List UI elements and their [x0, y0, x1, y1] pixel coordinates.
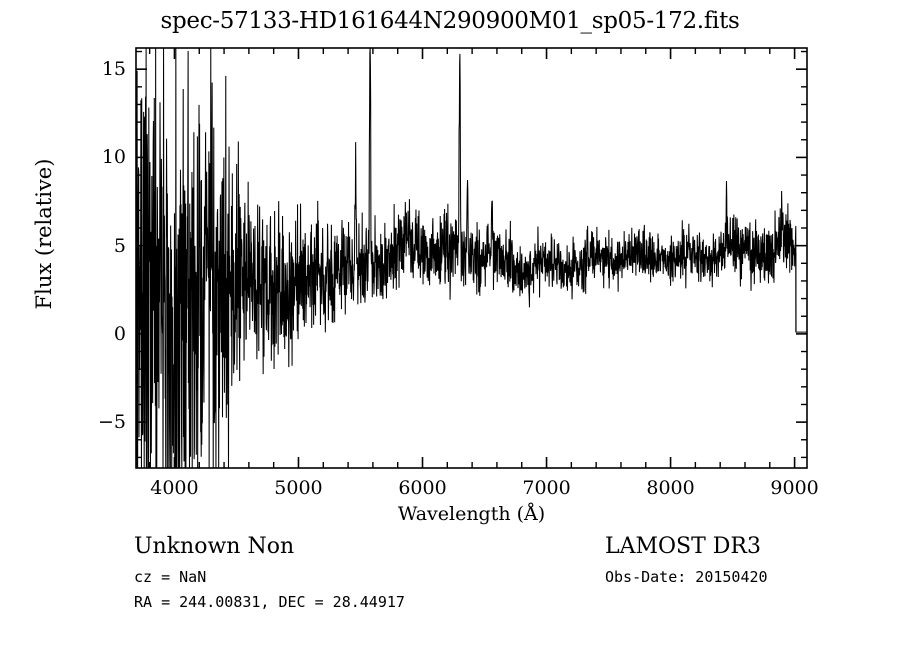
footer-right-block: LAMOST DR3 Obs-Date: 20150420 — [605, 534, 768, 593]
figure-title: spec-57133-HD161644N290900M01_sp05-172.f… — [160, 8, 740, 34]
y-tick-label: 10 — [101, 146, 126, 169]
y-tick-label: −5 — [97, 411, 126, 434]
object-classification: Unknown Non — [134, 534, 295, 559]
survey-name: LAMOST DR3 — [605, 534, 761, 559]
y-tick-label: 0 — [113, 322, 126, 345]
y-axis-label: Flux (relative) — [32, 158, 56, 310]
axis-frame-group — [135, 47, 808, 469]
observation-date: Obs-Date: 20150420 — [605, 568, 768, 586]
spectrum-trace-group — [136, 48, 807, 468]
x-axis-label: Wavelength (Å) — [397, 503, 546, 525]
footer-left-block: Unknown Non cz = NaN RA = 244.00831, DEC… — [134, 534, 405, 618]
x-tick-label: 4000 — [150, 477, 199, 499]
x-tick-label: 6000 — [398, 477, 447, 499]
redshift-value: cz = NaN — [134, 568, 207, 586]
x-tick-label: 8000 — [646, 477, 695, 499]
coordinates-value: RA = 244.00831, DEC = 28.44917 — [134, 593, 405, 611]
x-tick-label: 5000 — [274, 477, 323, 499]
x-tick-label: 7000 — [522, 477, 571, 499]
y-tick-label: 15 — [101, 58, 126, 81]
x-tick-label: 9000 — [770, 477, 819, 499]
y-tick-label: 5 — [113, 234, 126, 257]
